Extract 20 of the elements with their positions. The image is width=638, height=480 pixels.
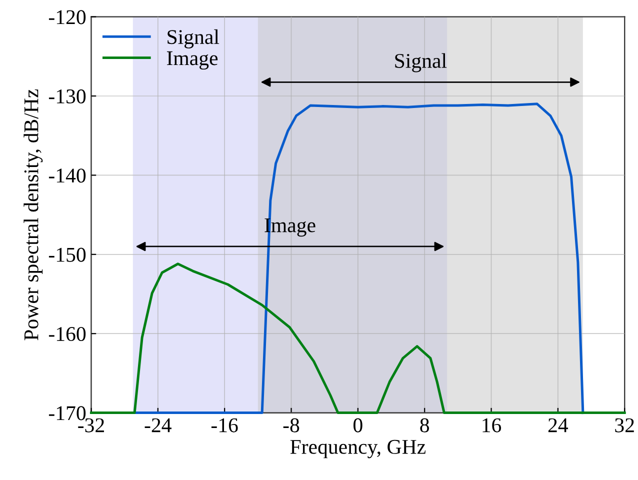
y-tick-label: -120: [48, 10, 86, 24]
x-axis-title: Frequency, GHz: [290, 440, 426, 458]
x-tick-label: -16: [211, 418, 238, 432]
band-label: Signal: [395, 53, 447, 72]
y-tick-label: -160: [48, 326, 86, 342]
x-tick-label: 24: [548, 418, 568, 432]
legend-label: Image: [166, 51, 218, 70]
x-tick-label: -32: [78, 418, 104, 432]
y-axis-title: Power spectral density, dB/Hz: [24, 89, 43, 340]
x-tick-label: 0: [354, 418, 362, 432]
y-tick-label: -140: [48, 168, 86, 183]
x-tick-label: -24: [144, 418, 172, 432]
y-tick-label: -170: [48, 406, 86, 420]
y-tick-label: -150: [48, 248, 86, 262]
x-tick-label: 16: [482, 418, 502, 432]
x-tick-label: -8: [283, 418, 300, 432]
legend-label: Signal: [168, 29, 220, 48]
y-tick-label: -130: [48, 89, 86, 104]
x-tick-label: 32: [615, 418, 634, 432]
x-tick-label: 8: [420, 418, 430, 432]
